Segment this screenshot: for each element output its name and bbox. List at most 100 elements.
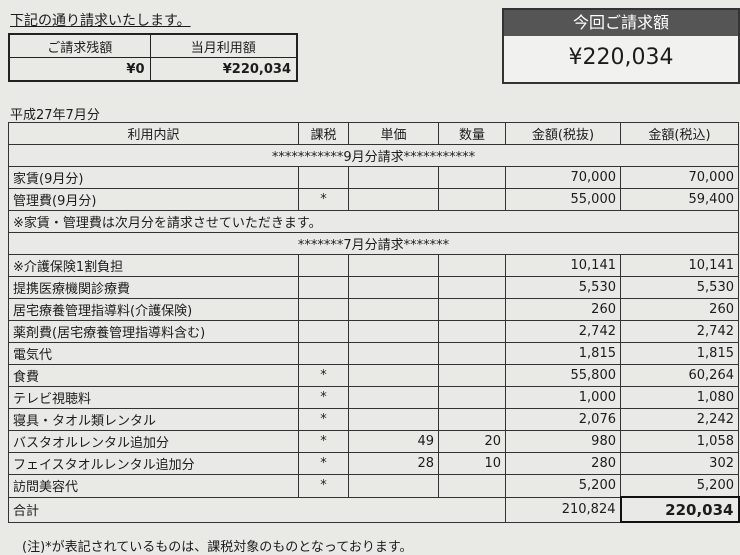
item-name: 管理費(9月分) (8, 188, 299, 211)
taxable-mark: * (298, 430, 349, 453)
unit-price: 28 (348, 452, 439, 475)
quantity (438, 166, 506, 189)
amount-in-tax: 5,200 (620, 474, 739, 498)
total-due-amount: ¥220,034 (568, 45, 674, 70)
amount-ex-tax: 280 (505, 452, 621, 475)
quantity (438, 188, 506, 211)
balance-value: ¥0 (8, 57, 151, 82)
quantity (438, 342, 506, 365)
item-name: 訪問美容代 (8, 474, 299, 498)
total-row: 合計 210,824 220,034 (8, 496, 740, 523)
unit-price (348, 188, 439, 211)
quantity (438, 408, 506, 431)
amount-ex-tax: 5,530 (505, 276, 621, 299)
taxable-mark: * (298, 386, 349, 409)
amount-ex-tax: 55,800 (505, 364, 621, 387)
table-row: 食費 * 55,800 60,264 (8, 364, 739, 387)
table-row: 電気代 1,815 1,815 (8, 342, 739, 365)
header-amount-ex-tax: 金額(税抜) (505, 122, 621, 145)
quantity (438, 386, 506, 409)
header-unit-price: 単価 (348, 122, 439, 145)
table-row: バスタオルレンタル追加分 * 49 20 980 1,058 (8, 430, 739, 453)
amount-in-tax: 10,141 (620, 254, 739, 277)
amount-in-tax: 5,530 (620, 276, 739, 299)
monthly-usage-value: ¥220,034 (149, 57, 298, 82)
amount-ex-tax: 1,815 (505, 342, 621, 365)
amount-in-tax: 1,815 (620, 342, 739, 365)
unit-price (348, 386, 439, 409)
total-due-box: 今回ご請求額 ¥220,034 (502, 8, 740, 84)
item-name: 電気代 (8, 342, 299, 365)
unit-price (348, 276, 439, 299)
item-name: テレビ視聴料 (8, 386, 299, 409)
table-row: 家賃(9月分) 70,000 70,000 (8, 166, 739, 189)
item-name: 薬剤費(居宅療養管理指導料含む) (8, 320, 299, 343)
header-amount-in-tax: 金額(税込) (620, 122, 739, 145)
item-name: フェイスタオルレンタル追加分 (8, 452, 299, 475)
quantity (438, 364, 506, 387)
header-quantity: 数量 (438, 122, 506, 145)
amount-ex-tax: 70,000 (505, 166, 621, 189)
taxable-mark (298, 298, 349, 321)
total-label: 合計 (8, 496, 506, 523)
item-name: 家賃(9月分) (8, 166, 299, 189)
item-name: 寝具・タオル類レンタル (8, 408, 299, 431)
total-ex-tax: 210,824 (505, 496, 621, 523)
amount-ex-tax: 980 (505, 430, 621, 453)
amount-in-tax: 1,058 (620, 430, 739, 453)
amount-in-tax: 302 (620, 452, 739, 475)
amount-ex-tax: 2,742 (505, 320, 621, 343)
taxable-mark (298, 320, 349, 343)
billing-table: 利用内訳 課税 単価 数量 金額(税抜) 金額(税込) ***********9… (8, 122, 740, 523)
item-name: バスタオルレンタル追加分 (8, 430, 299, 453)
unit-price (348, 342, 439, 365)
table-row: 提携医療機関診療費 5,530 5,530 (8, 276, 739, 299)
unit-price: 49 (348, 430, 439, 453)
table-row: 訪問美容代 * 5,200 5,200 (8, 474, 739, 498)
amount-ex-tax: 260 (505, 298, 621, 321)
table-row: ※介護保険1割負担 10,141 10,141 (8, 254, 739, 277)
unit-price (348, 166, 439, 189)
amount-in-tax: 2,742 (620, 320, 739, 343)
quantity (438, 276, 506, 299)
unit-price (348, 254, 439, 277)
billing-period: 平成27年7月分 (10, 108, 100, 123)
monthly-usage-header: 当月利用額 (149, 33, 298, 58)
header-item: 利用内訳 (8, 122, 299, 145)
quantity (438, 298, 506, 321)
unit-price (348, 474, 439, 498)
september-note: ※家賃・管理費は次月分を請求させていただきます。 (8, 210, 739, 233)
amount-in-tax: 60,264 (620, 364, 739, 387)
item-name: 食費 (8, 364, 299, 387)
quantity (438, 254, 506, 277)
taxable-mark (298, 254, 349, 277)
unit-price (348, 364, 439, 387)
footnote: (注)*が表記されているものは、課税対象のものとなっております。 (22, 540, 413, 555)
intro-text: 下記の通り請求いたします。 (10, 13, 191, 29)
total-in-tax: 220,034 (619, 496, 740, 523)
quantity: 10 (438, 452, 506, 475)
amount-ex-tax: 2,076 (505, 408, 621, 431)
item-name: ※介護保険1割負担 (8, 254, 299, 277)
total-due-title: 今回ご請求額 (504, 10, 738, 36)
balance-header: ご請求残額 (8, 33, 151, 58)
amount-in-tax: 2,242 (620, 408, 739, 431)
table-row: 薬剤費(居宅療養管理指導料含む) 2,742 2,742 (8, 320, 739, 343)
section-july: *******7月分請求******* (8, 232, 739, 255)
table-row: テレビ視聴料 * 1,000 1,080 (8, 386, 739, 409)
amount-ex-tax: 55,000 (505, 188, 621, 211)
taxable-mark (298, 276, 349, 299)
taxable-mark: * (298, 188, 349, 211)
taxable-mark (298, 342, 349, 365)
quantity (438, 320, 506, 343)
taxable-mark: * (298, 474, 349, 498)
section-september: ***********9月分請求*********** (8, 144, 739, 167)
amount-in-tax: 59,400 (620, 188, 739, 211)
table-row: 管理費(9月分) * 55,000 59,400 (8, 188, 739, 211)
table-row: 居宅療養管理指導料(介護保険) 260 260 (8, 298, 739, 321)
summary-table: ご請求残額 当月利用額 ¥0 ¥220,034 (8, 33, 298, 82)
taxable-mark (298, 166, 349, 189)
amount-ex-tax: 1,000 (505, 386, 621, 409)
taxable-mark: * (298, 452, 349, 475)
amount-ex-tax: 5,200 (505, 474, 621, 498)
